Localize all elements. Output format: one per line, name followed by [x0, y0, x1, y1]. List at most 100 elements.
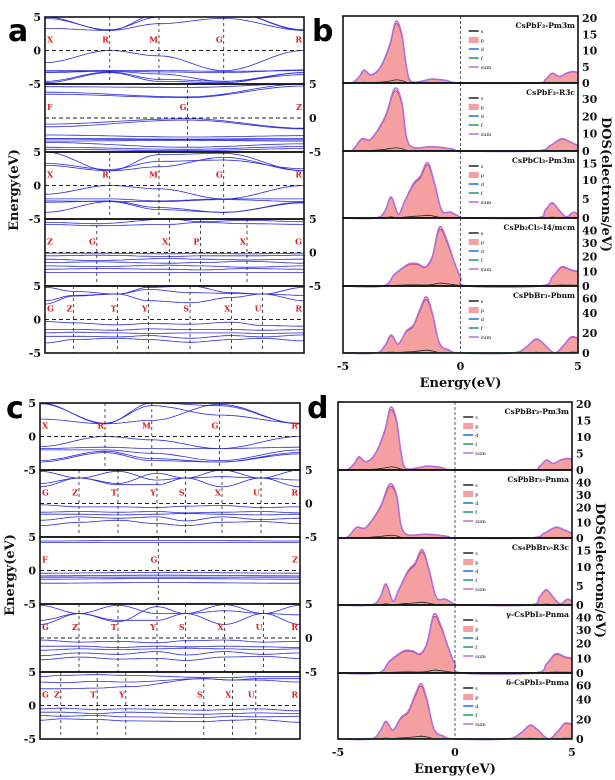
y-tick-label: 0 [576, 532, 584, 545]
y-tick-label: 5 [33, 146, 41, 159]
dos-panel-title: CsPb₂Cl₅-I4/mcm [504, 223, 576, 232]
dos-ylabel: DOS(electrons/eV) [598, 117, 613, 252]
kpoint-label: R [291, 689, 298, 699]
legend-label-sum: sum [475, 451, 486, 457]
y-tick-label: -5 [24, 733, 36, 746]
dos-panel-title: Cs₄PbBr₆-R3̄c [512, 543, 570, 552]
legend-label-sum: sum [481, 335, 492, 341]
band-line [45, 200, 304, 213]
legend-label-f: f [481, 123, 484, 129]
legend-label-d: d [481, 114, 485, 120]
band-line [40, 403, 300, 425]
legend-label-sum: sum [481, 200, 492, 206]
y-tick-label: 20 [582, 251, 598, 264]
band-line [45, 260, 304, 264]
bands [45, 219, 304, 273]
dos-panel-title: CsPbF₃-R3̄c [526, 88, 575, 97]
band-line [45, 219, 304, 225]
band-line [40, 403, 300, 424]
kpoint-label: U [255, 303, 262, 313]
x-tick-label: -5 [337, 360, 349, 373]
band-line [40, 436, 300, 450]
legend-label-sum: sum [481, 132, 492, 138]
band-line [40, 647, 300, 651]
kpoint-label: G [42, 487, 49, 497]
y-tick-label: 0 [576, 599, 584, 612]
band-panel: G Z T Y S X U R5 0 -5 [39, 464, 317, 544]
y-tick-label: 5 [28, 397, 36, 410]
y-tick-label: 0 [33, 180, 41, 193]
kpoint-label: Z [72, 487, 78, 497]
y-tick-label: 0 [576, 733, 584, 746]
band-line [40, 540, 300, 542]
legend-label-f: f [481, 326, 484, 332]
kpoint-label: S [179, 487, 185, 497]
band-panel: F G Z 5 0 -5 [24, 531, 301, 611]
legend-label-p: p [475, 627, 478, 633]
kpoint-label: X [225, 689, 232, 699]
legend-label-f: f [481, 258, 484, 264]
legend-swatch-p [468, 172, 479, 178]
y-tick-label: 40 [576, 612, 592, 625]
band-line [40, 452, 300, 463]
kpoint-label: Y [141, 303, 148, 313]
x-tick-label: -5 [332, 746, 344, 759]
y-tick-label: -5 [24, 598, 36, 611]
y-tick-label: 40 [582, 307, 598, 320]
legend-label-d: d [475, 704, 479, 710]
legend-label-s: s [481, 299, 484, 305]
band-line [40, 656, 300, 661]
sum-dos-line [342, 161, 579, 220]
y-tick-label: 20 [582, 12, 598, 25]
kpoint-label: R [102, 34, 109, 44]
band-line [40, 450, 300, 463]
y-tick-label: 0 [33, 45, 41, 58]
band-line [40, 470, 300, 488]
band-panel: X R M G R 5 0 -5 [24, 397, 301, 477]
band-line [40, 446, 300, 449]
band-line [45, 254, 304, 257]
band-line [45, 17, 304, 31]
kpoint-label: R [97, 420, 104, 430]
band-line [40, 582, 300, 584]
y-tick-label: 10 [582, 128, 598, 141]
y-tick-label: 0 [582, 347, 590, 360]
dos-ylabel: DOS(electrons/eV) [592, 503, 607, 638]
y-tick-label: 0 [309, 112, 317, 125]
y-tick-label: 0 [582, 212, 590, 225]
band-line [40, 572, 300, 574]
x-tick-label: 0 [457, 360, 465, 373]
x-tick-label: 0 [451, 746, 459, 759]
kpoint-label: X [215, 487, 222, 497]
y-tick-label: 0 [576, 667, 584, 680]
y-tick-label: 0 [576, 464, 584, 477]
legend-label-f: f [481, 56, 484, 62]
band-line [45, 201, 304, 213]
y-tick-label: 40 [576, 477, 592, 490]
legend-swatch-p [468, 239, 479, 245]
kpoint-label: T [111, 622, 117, 632]
legend-label-sum: sum [475, 654, 486, 660]
kpoint-label: G [42, 689, 49, 699]
dos-xlabel: Energy(eV) [420, 376, 502, 391]
y-tick-label: 20 [582, 110, 598, 123]
panel-frame [337, 672, 573, 740]
legend-label-s: s [481, 29, 484, 35]
legend-swatch-p [463, 491, 474, 497]
dos-panel-title: CsPbBr₃-Pnma [507, 475, 569, 484]
band-line [45, 50, 304, 72]
y-tick-label: 5 [576, 448, 584, 461]
y-tick-label: 0 [582, 280, 590, 293]
legend-label-p: p [475, 695, 478, 701]
band-line [45, 159, 304, 170]
band-line [45, 134, 304, 138]
kpoint-label: G [216, 169, 223, 179]
y-tick-label: 5 [576, 580, 584, 593]
panel-frame [39, 671, 301, 740]
legend-swatch-p [463, 626, 474, 632]
bands [40, 470, 300, 526]
dos-panel-title: CsPbF₃-Pm3̄m [515, 21, 575, 30]
legend-label-s: s [475, 483, 478, 489]
